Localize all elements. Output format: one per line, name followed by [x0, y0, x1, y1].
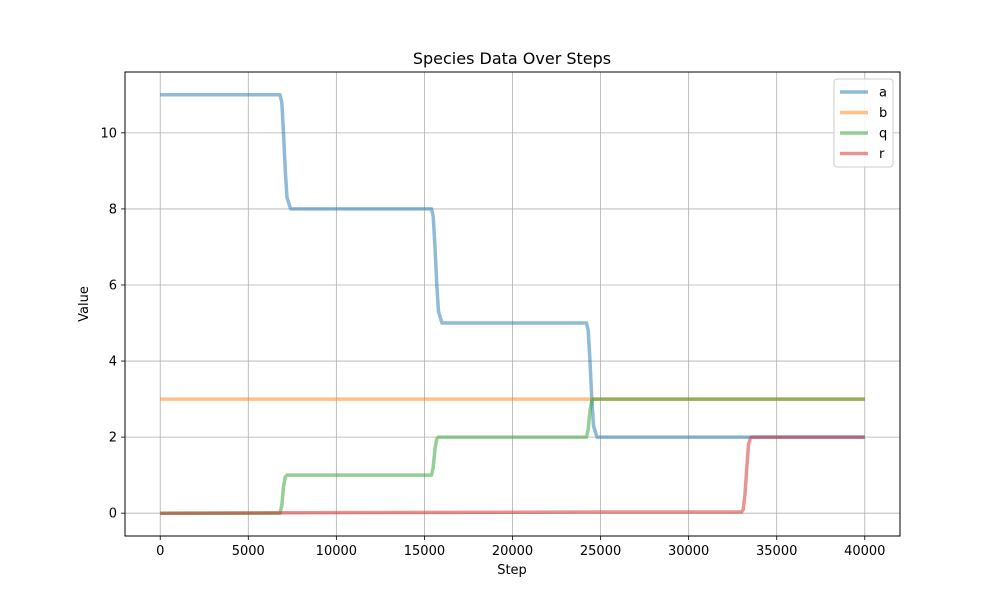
x-tick-label: 40000	[844, 544, 885, 559]
y-ticks: 0 2 4 6 8 10	[100, 126, 125, 522]
legend-label-a: a	[879, 86, 887, 101]
x-axis-label: Step	[497, 563, 527, 578]
series-lines	[160, 93, 865, 515]
series-line-r	[160, 435, 865, 515]
x-tick-label: 10000	[316, 544, 357, 559]
y-tick-label: 10	[100, 126, 117, 141]
legend-label-r: r	[879, 147, 885, 162]
x-tick-label: 20000	[492, 544, 533, 559]
y-tick-label: 6	[109, 278, 117, 293]
x-tick-label: 25000	[580, 544, 621, 559]
series-line-a	[160, 93, 865, 439]
x-tick-label: 0	[156, 544, 164, 559]
legend-box	[833, 78, 894, 168]
y-tick-label: 0	[109, 507, 117, 522]
legend-label-b: b	[879, 106, 887, 121]
series-line-q	[160, 397, 865, 515]
x-tick-label: 15000	[404, 544, 445, 559]
y-tick-label: 4	[109, 355, 117, 370]
legend-label-q: q	[879, 127, 887, 142]
y-tick-label: 8	[109, 202, 117, 217]
chart-title: Species Data Over Steps	[413, 49, 611, 68]
x-tick-label: 35000	[756, 544, 797, 559]
y-axis-label: Value	[77, 286, 92, 322]
x-tick-label: 30000	[668, 544, 709, 559]
x-tick-label: 5000	[232, 544, 265, 559]
y-tick-label: 2	[109, 431, 117, 446]
x-ticks: 0 5000 10000 15000 20000 25000 30000 35000 40000	[156, 536, 885, 559]
